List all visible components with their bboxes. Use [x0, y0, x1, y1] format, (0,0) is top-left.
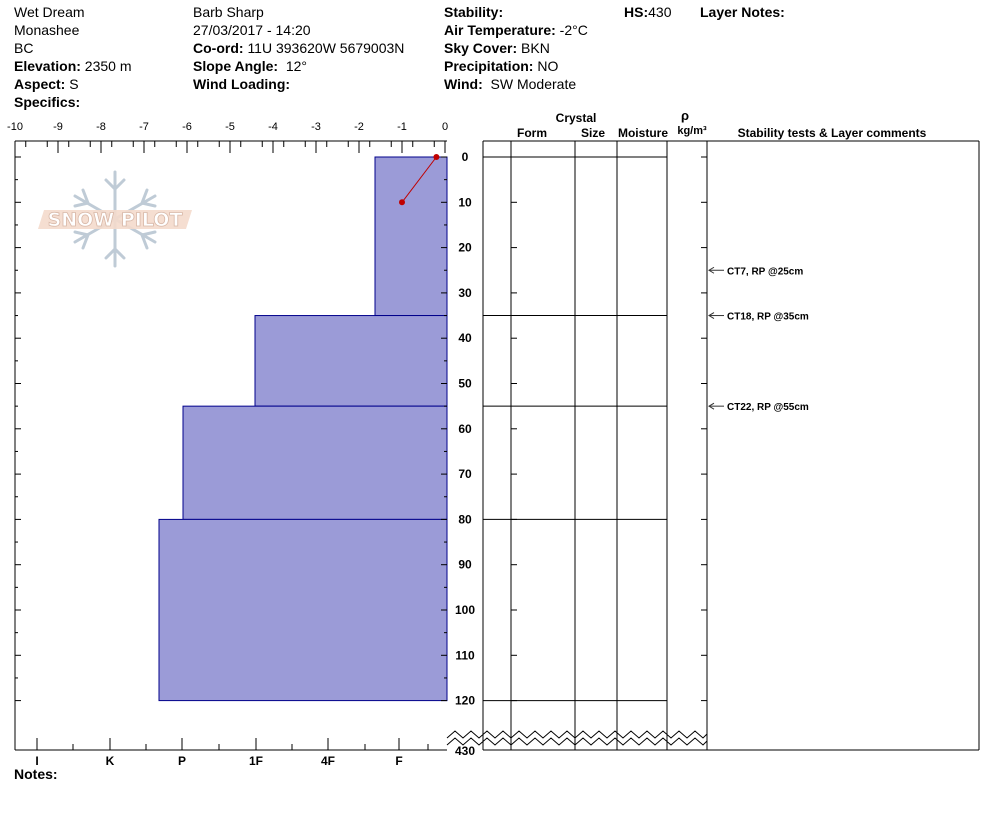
- slope-field: Slope Angle: 12°: [193, 57, 307, 75]
- wind-loading-label: Wind Loading:: [193, 76, 291, 92]
- hs-label: HS:: [624, 4, 649, 20]
- depth-tick-label: 0: [462, 150, 469, 164]
- air-temp-value: -2°C: [559, 22, 588, 38]
- wind-loading-field: Wind Loading:: [193, 75, 290, 93]
- stability-test-label: CT7, RP @25cm: [727, 266, 803, 277]
- stability-test-label: CT18, RP @35cm: [727, 312, 809, 323]
- temperature-point: [399, 199, 405, 206]
- moisture-header: Moisture: [618, 126, 668, 140]
- aspect-label: Aspect:: [14, 76, 66, 92]
- stability-test-arrowhead: [708, 402, 715, 410]
- temp-tick-label: -7: [139, 121, 149, 133]
- slope-label: Slope Angle:: [193, 58, 279, 74]
- density-unit-header: kg/m³: [677, 125, 707, 137]
- depth-tick-label: 100: [455, 603, 475, 617]
- sky-cover-label: Sky Cover:: [444, 40, 518, 56]
- hardness-tick-label: I: [35, 754, 38, 768]
- elevation-label: Elevation:: [14, 58, 81, 74]
- density-rho-header: ρ: [681, 108, 689, 123]
- temp-tick-label: -10: [7, 121, 23, 133]
- hardness-layer-bar: [158, 518, 448, 702]
- logo-banner: [38, 210, 192, 229]
- depth-tick-label: 80: [458, 512, 472, 526]
- depth-tick-label: 30: [458, 286, 472, 300]
- aspect-value: S: [69, 76, 79, 92]
- coord-field: Co-ord: 11U 393620W 5679003N: [193, 39, 404, 57]
- depth-tick-label: 60: [458, 422, 472, 436]
- location-name: Wet Dream: [14, 4, 85, 20]
- hs-value: 430: [648, 4, 672, 20]
- temperature-point: [433, 154, 440, 160]
- stability-test-label: CT22, RP @55cm: [727, 402, 809, 413]
- logo-text: SNOW PILOT: [48, 209, 183, 231]
- depth-tick-label: 70: [458, 467, 472, 481]
- depth-tick-label: 10: [458, 195, 472, 209]
- air-temp-field: Air Temperature: -2°C: [444, 21, 588, 39]
- temp-tick-label: -8: [96, 121, 106, 133]
- air-temp-label: Air Temperature:: [444, 22, 556, 38]
- crystal-header: Crystal: [556, 111, 597, 125]
- mountain-range: Monashee: [14, 22, 80, 38]
- hardness-layer-bar: [374, 156, 448, 317]
- wind-label: Wind:: [444, 76, 483, 92]
- depth-tick-label: 40: [458, 331, 472, 345]
- depth-break-label: 430: [455, 744, 475, 758]
- hardness-layer-bar: [254, 315, 448, 407]
- snowpilot-logo: SNOW PILOT: [38, 170, 192, 268]
- notes-label: Notes:: [14, 766, 58, 782]
- stability-label: Stability:: [444, 4, 504, 20]
- depth-break-zigzag-lower: [446, 737, 708, 746]
- sky-cover-value: BKN: [521, 40, 550, 56]
- depth-tick-label: 110: [455, 648, 475, 662]
- temp-tick-label: -2: [354, 121, 364, 133]
- aspect-field: Aspect: S: [14, 75, 79, 93]
- temp-tick-label: -6: [182, 121, 192, 133]
- depth-break-zigzag-upper: [446, 730, 708, 739]
- observation-datetime: 27/03/2017 - 14:20: [193, 22, 311, 38]
- wind-value: SW Moderate: [490, 76, 577, 92]
- precip-field: Precipitation: NO: [444, 57, 558, 75]
- slope-value: 12°: [285, 58, 307, 74]
- hardness-tick-label: K: [106, 754, 115, 768]
- temp-tick-label: 0: [442, 121, 448, 133]
- stability-header: Stability tests & Layer comments: [738, 126, 927, 140]
- hardness-tick-label: 1F: [249, 754, 263, 768]
- temperature-profile-line: [401, 156, 437, 203]
- elevation-field: Elevation: 2350 m: [14, 57, 132, 75]
- layer-notes-field: Layer Notes:: [700, 3, 785, 21]
- layer-notes-label: Layer Notes:: [700, 4, 785, 20]
- precip-label: Precipitation:: [444, 58, 534, 74]
- temp-tick-label: -9: [53, 121, 63, 133]
- size-header: Size: [581, 126, 605, 140]
- depth-tick-label: 120: [455, 694, 475, 708]
- elevation-value: 2350 m: [84, 58, 132, 74]
- hardness-tick-label: P: [178, 754, 186, 768]
- specifics-label: Specifics:: [14, 94, 81, 110]
- temp-tick-label: -4: [268, 121, 278, 133]
- precip-value: NO: [537, 58, 559, 74]
- coord-label: Co-ord:: [193, 40, 244, 56]
- sky-cover-field: Sky Cover: BKN: [444, 39, 550, 57]
- province: BC: [14, 40, 34, 56]
- hs-field: HS:430: [624, 3, 671, 21]
- wind-field: Wind: SW Moderate: [444, 75, 576, 93]
- coord-value: 11U 393620W 5679003N: [247, 40, 405, 56]
- temp-tick-label: -5: [225, 121, 235, 133]
- stability-test-arrowhead: [708, 266, 715, 274]
- depth-tick-label: 90: [458, 558, 472, 572]
- specifics-field: Specifics:: [14, 93, 80, 111]
- form-header: Form: [517, 126, 547, 140]
- stability-field: Stability:: [444, 3, 503, 21]
- depth-tick-label: 20: [458, 241, 472, 255]
- depth-tick-label: 50: [458, 377, 472, 391]
- notes-field: Notes:: [14, 765, 58, 783]
- stability-test-arrowhead: [708, 312, 715, 319]
- temp-tick-label: -1: [397, 121, 407, 133]
- hardness-tick-label: F: [395, 754, 402, 768]
- temp-tick-label: -3: [311, 121, 321, 133]
- hardness-tick-label: 4F: [321, 754, 335, 768]
- hardness-layer-bar: [182, 405, 448, 520]
- observer-name: Barb Sharp: [193, 4, 264, 20]
